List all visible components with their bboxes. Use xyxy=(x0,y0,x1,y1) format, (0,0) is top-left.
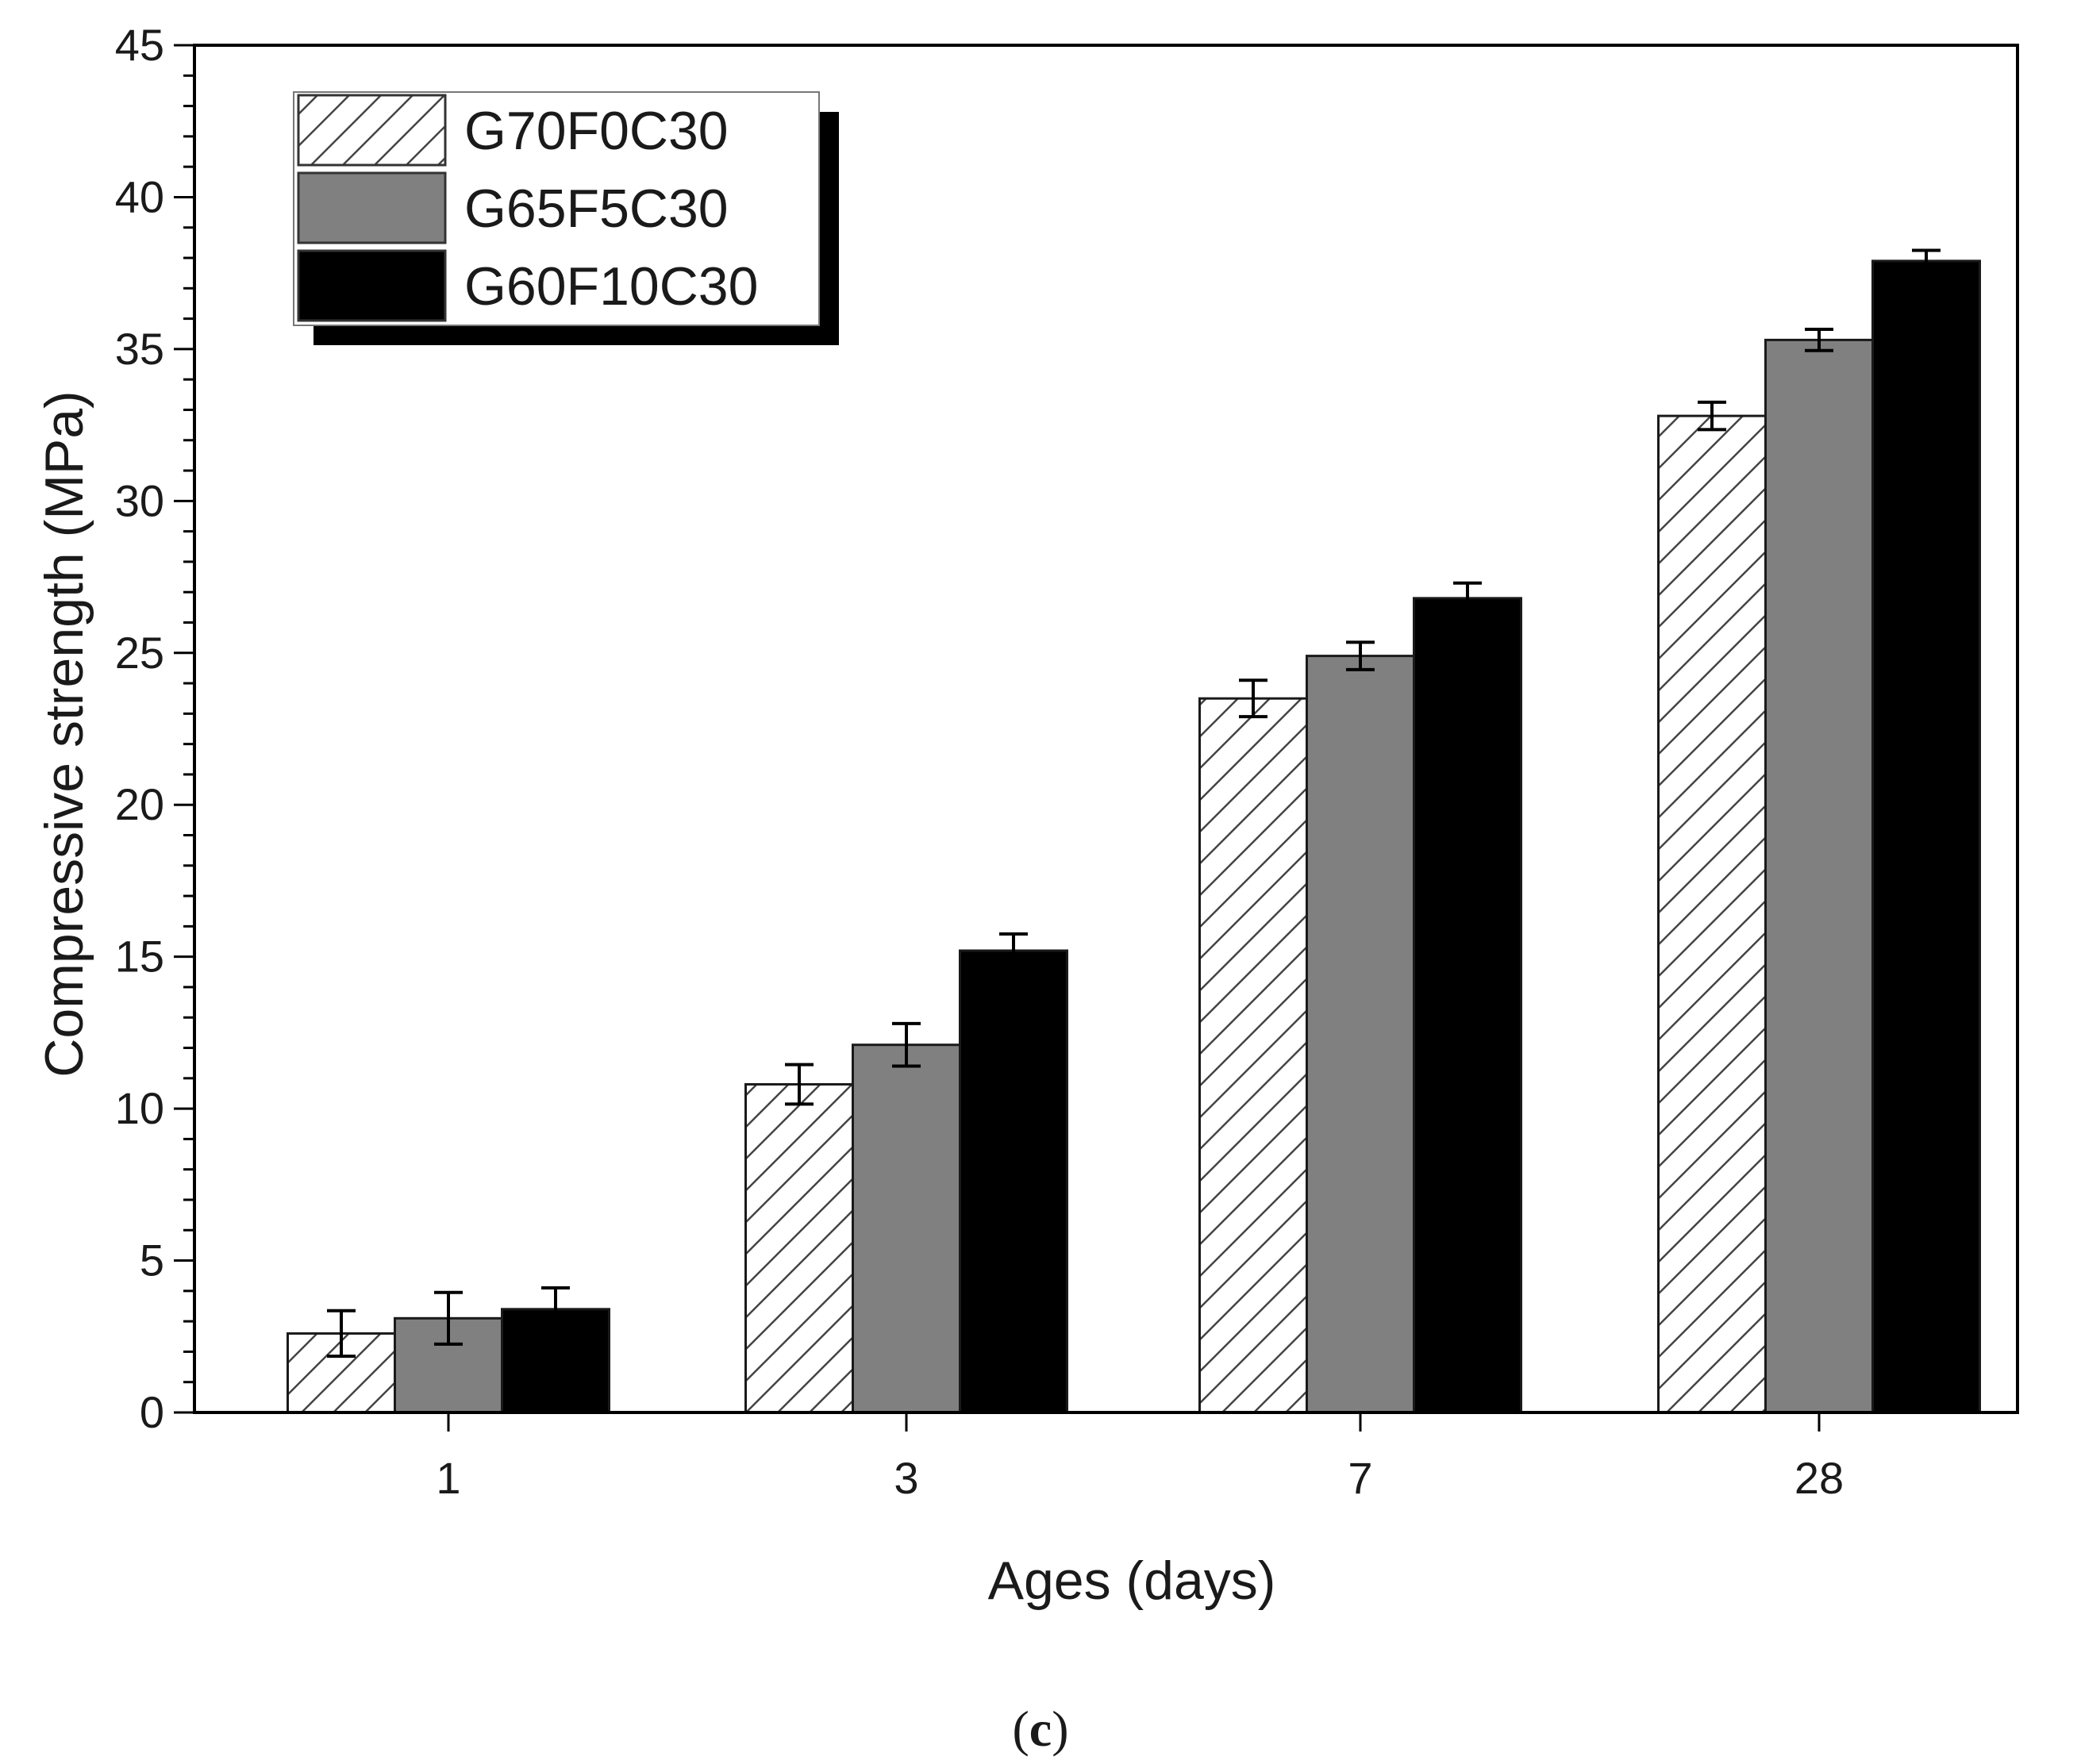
bar-G65F5C30-28 xyxy=(1764,338,1874,1414)
y-tick-label: 10 xyxy=(115,1083,164,1133)
error-bar-G65F5C30-7 xyxy=(1346,640,1375,671)
bar-G70F0C30-28 xyxy=(1657,414,1767,1414)
x-tick-label: 3 xyxy=(894,1453,918,1503)
y-tick-label: 5 xyxy=(140,1236,164,1286)
bar-G70F0C30-7 xyxy=(1198,697,1308,1414)
error-bar-G70F0C30-3 xyxy=(785,1063,814,1106)
bar-G60F10C30-28 xyxy=(1871,259,1981,1414)
legend: G70F0C30 G65F5C30 G60F10C30 xyxy=(293,91,839,345)
error-bar-G65F5C30-1 xyxy=(434,1290,463,1346)
panel-label: (c) xyxy=(1012,1701,1068,1757)
panel-label-open: ( xyxy=(1012,1701,1029,1757)
x-tick-label: 7 xyxy=(1348,1453,1372,1503)
error-bar-G70F0C30-7 xyxy=(1239,678,1267,719)
error-bar-G65F5C30-28 xyxy=(1805,328,1833,352)
error-bar-G60F10C30-3 xyxy=(999,932,1028,970)
axes-frame xyxy=(193,44,2019,1414)
bar-G60F10C30-3 xyxy=(959,949,1068,1414)
bars-group xyxy=(287,259,1981,1414)
legend-swatch-G70F0C30 xyxy=(297,94,447,167)
y-tick-label: 40 xyxy=(115,171,164,221)
panel-label-close: ) xyxy=(1052,1701,1068,1757)
legend-swatch-G65F5C30 xyxy=(297,171,447,244)
bar-G60F10C30-7 xyxy=(1413,597,1522,1414)
y-tick-label: 35 xyxy=(115,324,164,374)
error-bar-G60F10C30-28 xyxy=(1912,248,1941,274)
legend-label: G65F5C30 xyxy=(464,179,729,239)
y-tick-label: 45 xyxy=(115,20,164,70)
bar-G70F0C30-3 xyxy=(744,1082,854,1414)
x-tick-label: 28 xyxy=(1794,1453,1844,1503)
y-tick-label: 25 xyxy=(115,628,164,678)
x-tick-label: 1 xyxy=(436,1453,460,1503)
legend-label: G60F10C30 xyxy=(464,256,758,317)
legend-swatch-G60F10C30 xyxy=(297,249,447,322)
y-tick-label: 20 xyxy=(115,779,164,829)
error-bars-group xyxy=(327,248,1941,1359)
panel-label-letter: c xyxy=(1029,1701,1052,1757)
x-axis-title: Ages (days) xyxy=(988,1551,1276,1611)
legend-label: G70F0C30 xyxy=(464,101,729,161)
error-bar-G70F0C30-28 xyxy=(1698,400,1726,432)
y-tick-label: 0 xyxy=(140,1387,164,1437)
bar-G65F5C30-3 xyxy=(852,1043,961,1414)
y-tick-label: 30 xyxy=(115,475,164,525)
error-bar-G65F5C30-3 xyxy=(892,1021,921,1068)
error-bar-G70F0C30-1 xyxy=(327,1309,356,1359)
error-bar-G60F10C30-1 xyxy=(541,1286,570,1332)
error-bar-G60F10C30-7 xyxy=(1453,581,1482,616)
bar-G65F5C30-7 xyxy=(1306,655,1415,1414)
axes-group: 0 5 10 15 20 25 30 35 40 45 1 3 7 28 xyxy=(115,20,2019,1503)
y-tick-label: 15 xyxy=(115,932,164,982)
y-axis-title: Compressive strength (MPa) xyxy=(34,390,94,1077)
